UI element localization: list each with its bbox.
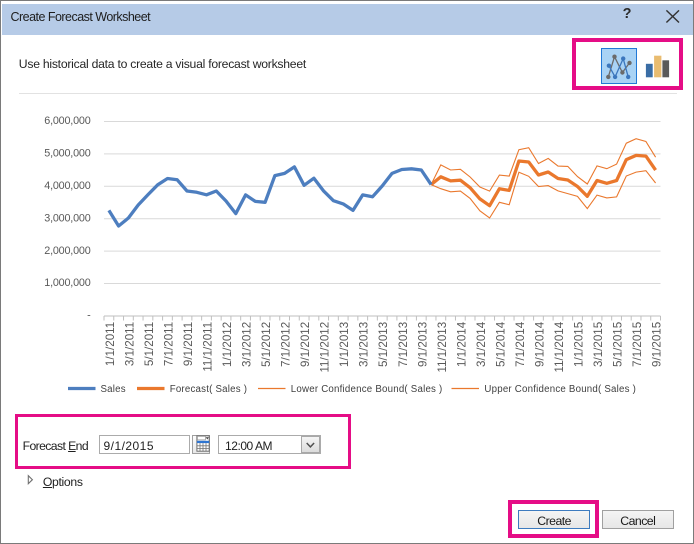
svg-text:3/1/2011: 3/1/2011 <box>123 322 136 366</box>
svg-text:1/1/2015: 1/1/2015 <box>573 322 586 367</box>
svg-text:9/1/2011: 9/1/2011 <box>182 322 195 366</box>
svg-text:7/1/2013: 7/1/2013 <box>397 322 410 367</box>
svg-text:7/1/2014: 7/1/2014 <box>514 321 527 367</box>
svg-text:4,000,000: 4,000,000 <box>44 180 90 192</box>
svg-text:-: - <box>87 310 91 322</box>
svg-text:11/1/2013: 11/1/2013 <box>436 322 449 373</box>
svg-text:1/1/2012: 1/1/2012 <box>221 322 234 367</box>
svg-text:1,000,000: 1,000,000 <box>44 277 90 289</box>
svg-text:11/1/2011: 11/1/2011 <box>202 322 215 372</box>
svg-text:11/1/2014: 11/1/2014 <box>553 321 566 372</box>
svg-text:5/1/2014: 5/1/2014 <box>494 321 507 367</box>
svg-text:5/1/2013: 5/1/2013 <box>377 322 390 367</box>
svg-text:5/1/2012: 5/1/2012 <box>260 322 273 367</box>
svg-text:3/1/2012: 3/1/2012 <box>241 322 254 367</box>
svg-text:3/1/2014: 3/1/2014 <box>475 321 488 367</box>
svg-text:7/1/2015: 7/1/2015 <box>631 322 644 367</box>
svg-text:2,000,000: 2,000,000 <box>44 245 90 257</box>
svg-text:9/1/2012: 9/1/2012 <box>299 322 312 367</box>
svg-text:7/1/2012: 7/1/2012 <box>280 322 293 367</box>
svg-text:1/1/2014: 1/1/2014 <box>455 321 468 367</box>
svg-text:3/1/2013: 3/1/2013 <box>358 322 371 367</box>
svg-text:Sales: Sales <box>101 384 126 395</box>
svg-text:1/1/2013: 1/1/2013 <box>338 322 351 367</box>
svg-text:9/1/2014: 9/1/2014 <box>534 321 547 367</box>
svg-text:9/1/2015: 9/1/2015 <box>651 322 664 367</box>
svg-text:Lower Confidence Bound( Sales: Lower Confidence Bound( Sales ) <box>291 384 443 395</box>
svg-text:7/1/2011: 7/1/2011 <box>163 322 176 366</box>
svg-text:3,000,000: 3,000,000 <box>44 212 90 224</box>
svg-text:6,000,000: 6,000,000 <box>44 115 90 127</box>
svg-text:Forecast( Sales ): Forecast( Sales ) <box>170 384 248 395</box>
svg-text:1/1/2011: 1/1/2011 <box>104 322 117 366</box>
svg-text:Upper Confidence Bound( Sales: Upper Confidence Bound( Sales ) <box>484 384 636 395</box>
svg-text:5/1/2011: 5/1/2011 <box>143 322 156 366</box>
svg-text:5/1/2015: 5/1/2015 <box>612 322 625 367</box>
svg-text:11/1/2012: 11/1/2012 <box>319 322 332 373</box>
svg-text:9/1/2013: 9/1/2013 <box>416 322 429 367</box>
svg-text:5,000,000: 5,000,000 <box>44 148 90 160</box>
svg-text:3/1/2015: 3/1/2015 <box>592 322 605 367</box>
